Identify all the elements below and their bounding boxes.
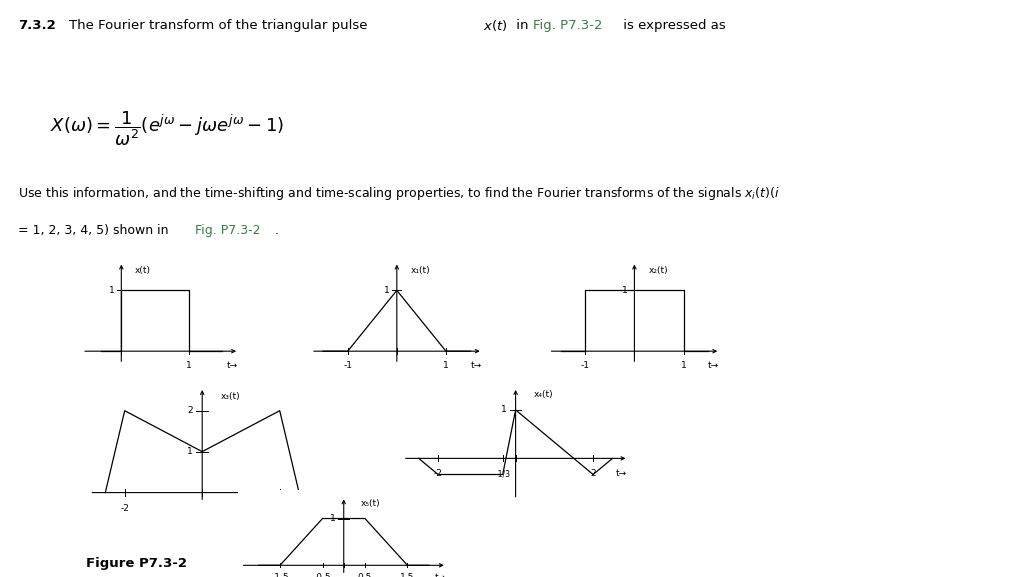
Text: Use this information, and the time-shifting and time-scaling properties, to find: Use this information, and the time-shift… [18, 185, 779, 201]
Text: 0.5: 0.5 [358, 573, 372, 577]
Text: t→: t→ [302, 504, 313, 513]
Text: 1: 1 [680, 361, 686, 370]
Text: -0.5: -0.5 [313, 573, 332, 577]
Text: 1: 1 [330, 514, 336, 523]
Text: 1: 1 [384, 286, 390, 295]
Text: 1: 1 [109, 286, 115, 295]
Text: is expressed as: is expressed as [619, 20, 726, 32]
Text: x₃(t): x₃(t) [220, 392, 241, 400]
Text: 2: 2 [277, 504, 282, 513]
Text: 2: 2 [590, 469, 595, 478]
Text: x₄(t): x₄(t) [534, 390, 554, 399]
Text: 7.3.2: 7.3.2 [18, 20, 56, 32]
Text: 2: 2 [187, 406, 193, 415]
Text: x(t): x(t) [134, 265, 151, 275]
Text: 1: 1 [443, 361, 449, 370]
Text: -1: -1 [343, 361, 352, 370]
Text: t→: t→ [616, 469, 627, 478]
Text: = 1, 2, 3, 4, 5) shown in: = 1, 2, 3, 4, 5) shown in [18, 224, 173, 237]
Text: -1/3: -1/3 [495, 469, 511, 478]
Text: in: in [512, 20, 533, 32]
Text: t→: t→ [470, 361, 481, 370]
Text: .: . [275, 224, 279, 237]
Text: 1: 1 [187, 447, 193, 456]
Text: t→: t→ [435, 573, 446, 577]
Text: -1: -1 [580, 361, 589, 370]
Text: -1.5: -1.5 [271, 573, 289, 577]
Text: -2: -2 [434, 469, 443, 478]
Text: 1: 1 [500, 406, 507, 414]
Text: 1: 1 [186, 361, 192, 370]
Text: 1: 1 [622, 286, 628, 295]
Text: $x(t)$: $x(t)$ [483, 18, 508, 33]
Text: t→: t→ [708, 361, 720, 370]
Text: x₂(t): x₂(t) [649, 265, 668, 275]
Text: $X(\omega) = \dfrac{1}{\omega^2}(e^{j\omega} - j\omega e^{j\omega} - 1)$: $X(\omega) = \dfrac{1}{\omega^2}(e^{j\om… [50, 110, 284, 148]
Text: The Fourier transform of the triangular pulse: The Fourier transform of the triangular … [69, 20, 371, 32]
Text: x₁(t): x₁(t) [410, 265, 431, 275]
Text: Fig. P7.3-2: Fig. P7.3-2 [533, 20, 603, 32]
Text: Figure P7.3-2: Figure P7.3-2 [86, 557, 187, 570]
Text: t→: t→ [226, 361, 238, 370]
Text: -2: -2 [120, 504, 129, 513]
Text: x₅(t): x₅(t) [361, 500, 380, 508]
Text: 1.5: 1.5 [400, 573, 415, 577]
Text: Fig. P7.3-2: Fig. P7.3-2 [195, 224, 261, 237]
